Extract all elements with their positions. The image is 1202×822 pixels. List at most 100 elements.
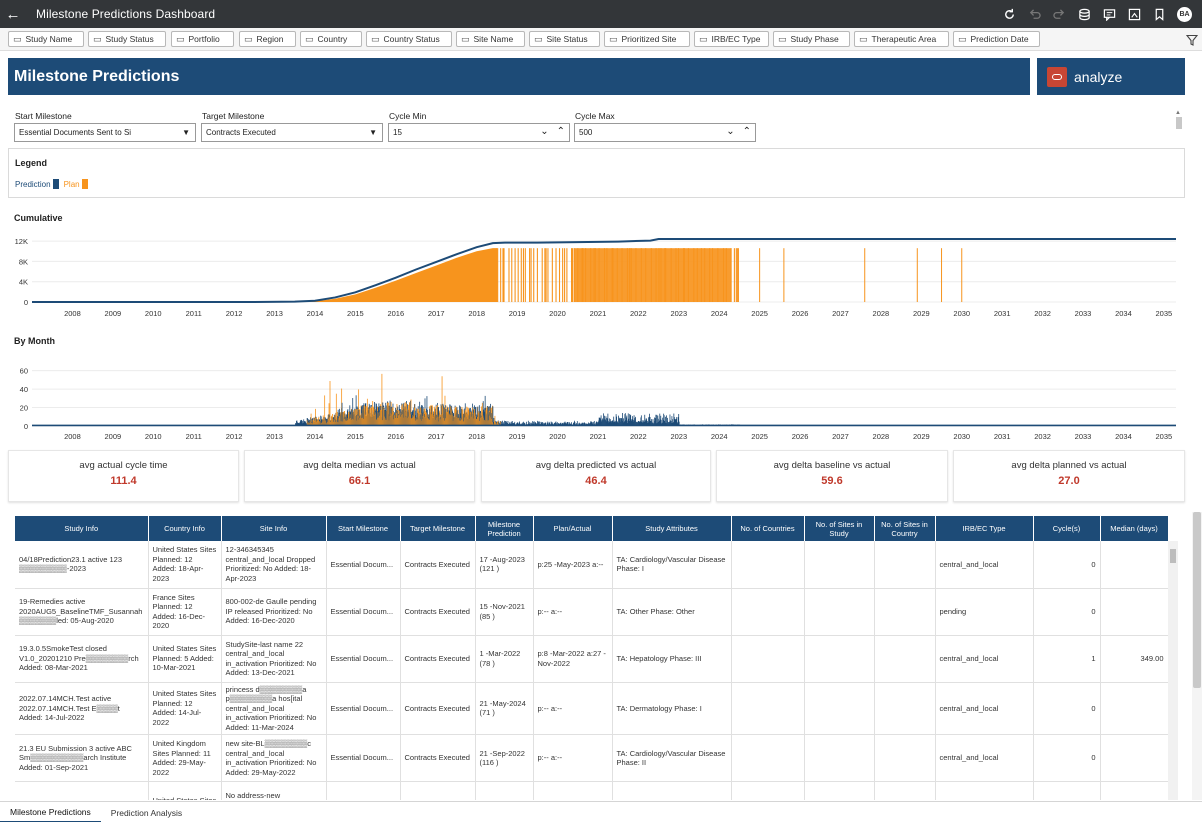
filter-chip-icon: ▭	[244, 33, 253, 44]
undo-button[interactable]	[1022, 0, 1047, 28]
kpi-label: avg delta planned vs actual	[1011, 460, 1127, 471]
kpi-value: 27.0	[1058, 475, 1080, 487]
data-button[interactable]	[1072, 0, 1097, 28]
chevron-up-icon[interactable]: ⌃	[742, 126, 751, 137]
filter-funnel-icon[interactable]	[1186, 34, 1198, 46]
column-header[interactable]: Median (days)	[1100, 516, 1168, 541]
tab-milestone-predictions[interactable]: Milestone Predictions	[0, 802, 101, 822]
x-tick-label: 2023	[670, 432, 687, 441]
comment-button[interactable]	[1097, 0, 1122, 28]
x-tick-label: 2011	[186, 432, 202, 441]
column-header[interactable]: No. of Sites in Country	[874, 516, 936, 541]
filter-therapeutic-area[interactable]: ▭ Therapeutic Area	[854, 31, 949, 47]
cycle-min-stepper[interactable]: 15 ⌄ ⌃	[388, 123, 570, 142]
table-cell-countries	[731, 635, 805, 683]
app-title: Milestone Predictions Dashboard	[36, 7, 216, 21]
table-cell-study: 2022.07.14MCH.Test active 2022.07.14MCH.…	[15, 682, 149, 735]
chevron-down-icon[interactable]: ⌄	[726, 126, 735, 137]
table-scroll-thumb[interactable]	[1170, 549, 1176, 563]
filter-region[interactable]: ▭ Region	[239, 31, 296, 47]
filter-study-phase[interactable]: ▭ Study Phase	[773, 31, 850, 47]
table-row[interactable]: 19.3.0.5SmokeTest closed V1.0_20201210 P…	[15, 635, 1168, 683]
table-row[interactable]: 21.3 EU Submissions 5 active 1234United …	[15, 781, 1168, 800]
column-header[interactable]: Target Milestone	[400, 516, 476, 541]
column-header[interactable]: Start Milestone	[326, 516, 401, 541]
chevron-down-icon[interactable]: ⌄	[540, 126, 549, 137]
redo-button[interactable]	[1047, 0, 1072, 28]
start-milestone-select[interactable]: Essential Documents Sent to Si ▼	[14, 123, 196, 142]
filter-study-status[interactable]: ▭ Study Status	[88, 31, 166, 47]
table-cell-plan: p:8 -Mar-2022 a:27 -Nov-2022	[533, 635, 613, 683]
kpi-card-delta-median: avg delta median vs actual 66.1	[244, 450, 475, 502]
x-tick-label: 2016	[387, 309, 404, 318]
filter-prioritized-site[interactable]: ▭ Prioritized Site	[604, 31, 690, 47]
kpi-value: 59.6	[821, 475, 843, 487]
refresh-button[interactable]	[997, 0, 1022, 28]
target-milestone-select[interactable]: Contracts Executed ▼	[201, 123, 383, 142]
table-row[interactable]: 21.3 EU Submission 3 active ABC Sm▒▒▒▒▒▒…	[15, 734, 1168, 782]
filter-site-name[interactable]: ▭ Site Name	[456, 31, 525, 47]
table-row[interactable]: 19-Remedies active 2020AUG5_BaselineTMF_…	[15, 588, 1168, 636]
back-button[interactable]: ←	[1, 0, 25, 28]
present-button[interactable]	[1122, 0, 1147, 28]
x-tick-label: 2013	[266, 432, 283, 441]
column-header[interactable]: Milestone Prediction	[475, 516, 534, 541]
filter-portfolio[interactable]: ▭ Portfolio	[171, 31, 234, 47]
target-milestone-value: Contracts Executed	[206, 128, 276, 137]
filter-irb-ec-type[interactable]: ▭ IRB/EC Type	[694, 31, 769, 47]
table-cell-target: Contracts	[400, 781, 476, 800]
table-cell-target: Contracts Executed	[400, 734, 476, 782]
table-cell-attrs: TA: Cardiology/Vascular Disease Phase: I	[612, 541, 732, 589]
legend-swatch-plan	[81, 179, 88, 189]
x-tick-label: 2019	[509, 309, 526, 318]
table-cell-prediction: 15 -Nov-2021 (85 )	[475, 588, 534, 636]
column-header[interactable]: Study Attributes	[612, 516, 732, 541]
table-row[interactable]: 04/18Prediction23.1 active 123 ▒▒▒▒▒▒▒▒▒…	[15, 541, 1168, 589]
table-cell-site: 800-002-de Gaulle pending IP released Pr…	[221, 588, 327, 636]
column-header[interactable]: Plan/Actual	[533, 516, 613, 541]
column-header[interactable]: Cycle(s)	[1033, 516, 1101, 541]
x-tick-label: 2010	[145, 309, 162, 318]
table-row[interactable]: 2022.07.14MCH.Test active 2022.07.14MCH.…	[15, 682, 1168, 735]
filter-study-name[interactable]: ▭ Study Name	[8, 31, 84, 47]
column-header[interactable]: No. of Sites in Study	[804, 516, 875, 541]
kpi-label: avg delta median vs actual	[303, 460, 416, 471]
x-tick-label: 2025	[751, 309, 768, 318]
table-cell-start: Essential Docum...	[326, 682, 401, 735]
tab-prediction-analysis[interactable]: Prediction Analysis	[110, 807, 183, 818]
cycle-min-value: 15	[393, 128, 402, 137]
column-header[interactable]: Site Info	[221, 516, 327, 541]
filter-site-status[interactable]: ▭ Site Status	[529, 31, 600, 47]
data-icon	[1079, 8, 1090, 20]
kpi-card-delta-planned: avg delta planned vs actual 27.0	[953, 450, 1185, 502]
cycle-max-stepper[interactable]: 500 ⌄ ⌃	[574, 123, 756, 142]
bookmark-button[interactable]	[1147, 0, 1172, 28]
filter-country-status[interactable]: ▭ Country Status	[366, 31, 452, 47]
filter-prediction-date[interactable]: ▭ Prediction Date	[953, 31, 1040, 47]
filter-country[interactable]: ▭ Country	[300, 31, 362, 47]
page-scroll-thumb[interactable]	[1193, 512, 1201, 688]
undo-icon	[1029, 8, 1041, 19]
table-cell-irb: central_and_local	[935, 781, 1034, 800]
kpi-label: avg delta predicted vs actual	[535, 460, 657, 471]
table-cell-prediction: 21 -May-2024 (71 )	[475, 682, 534, 735]
user-avatar[interactable]: BA	[1177, 6, 1192, 22]
column-header[interactable]: Country Info	[148, 516, 222, 541]
table-cell-start: Essential Docum...	[326, 635, 401, 683]
x-tick-label: 2009	[105, 309, 122, 318]
table-scrollbar[interactable]	[1168, 541, 1178, 800]
chevron-up-icon[interactable]: ⌃	[556, 126, 565, 137]
scroll-up-icon[interactable]: ▲	[1175, 110, 1181, 116]
params-scrollbar[interactable]	[1176, 117, 1182, 129]
x-tick-label: 2009	[105, 432, 122, 441]
column-header[interactable]: IRB/EC Type	[935, 516, 1034, 541]
table-cell-sites-country	[874, 588, 936, 636]
kpi-card-delta-predicted: avg delta predicted vs actual 46.4	[481, 450, 711, 502]
table-cell-cycles: 0	[1033, 682, 1101, 735]
x-tick-label: 2011	[186, 309, 202, 318]
column-header[interactable]: No. of Countries	[731, 516, 805, 541]
kpi-label: avg delta baseline vs actual	[773, 460, 891, 471]
column-header[interactable]: Study Info	[15, 516, 149, 541]
present-icon	[1128, 8, 1141, 20]
page-scrollbar[interactable]	[1192, 512, 1202, 800]
